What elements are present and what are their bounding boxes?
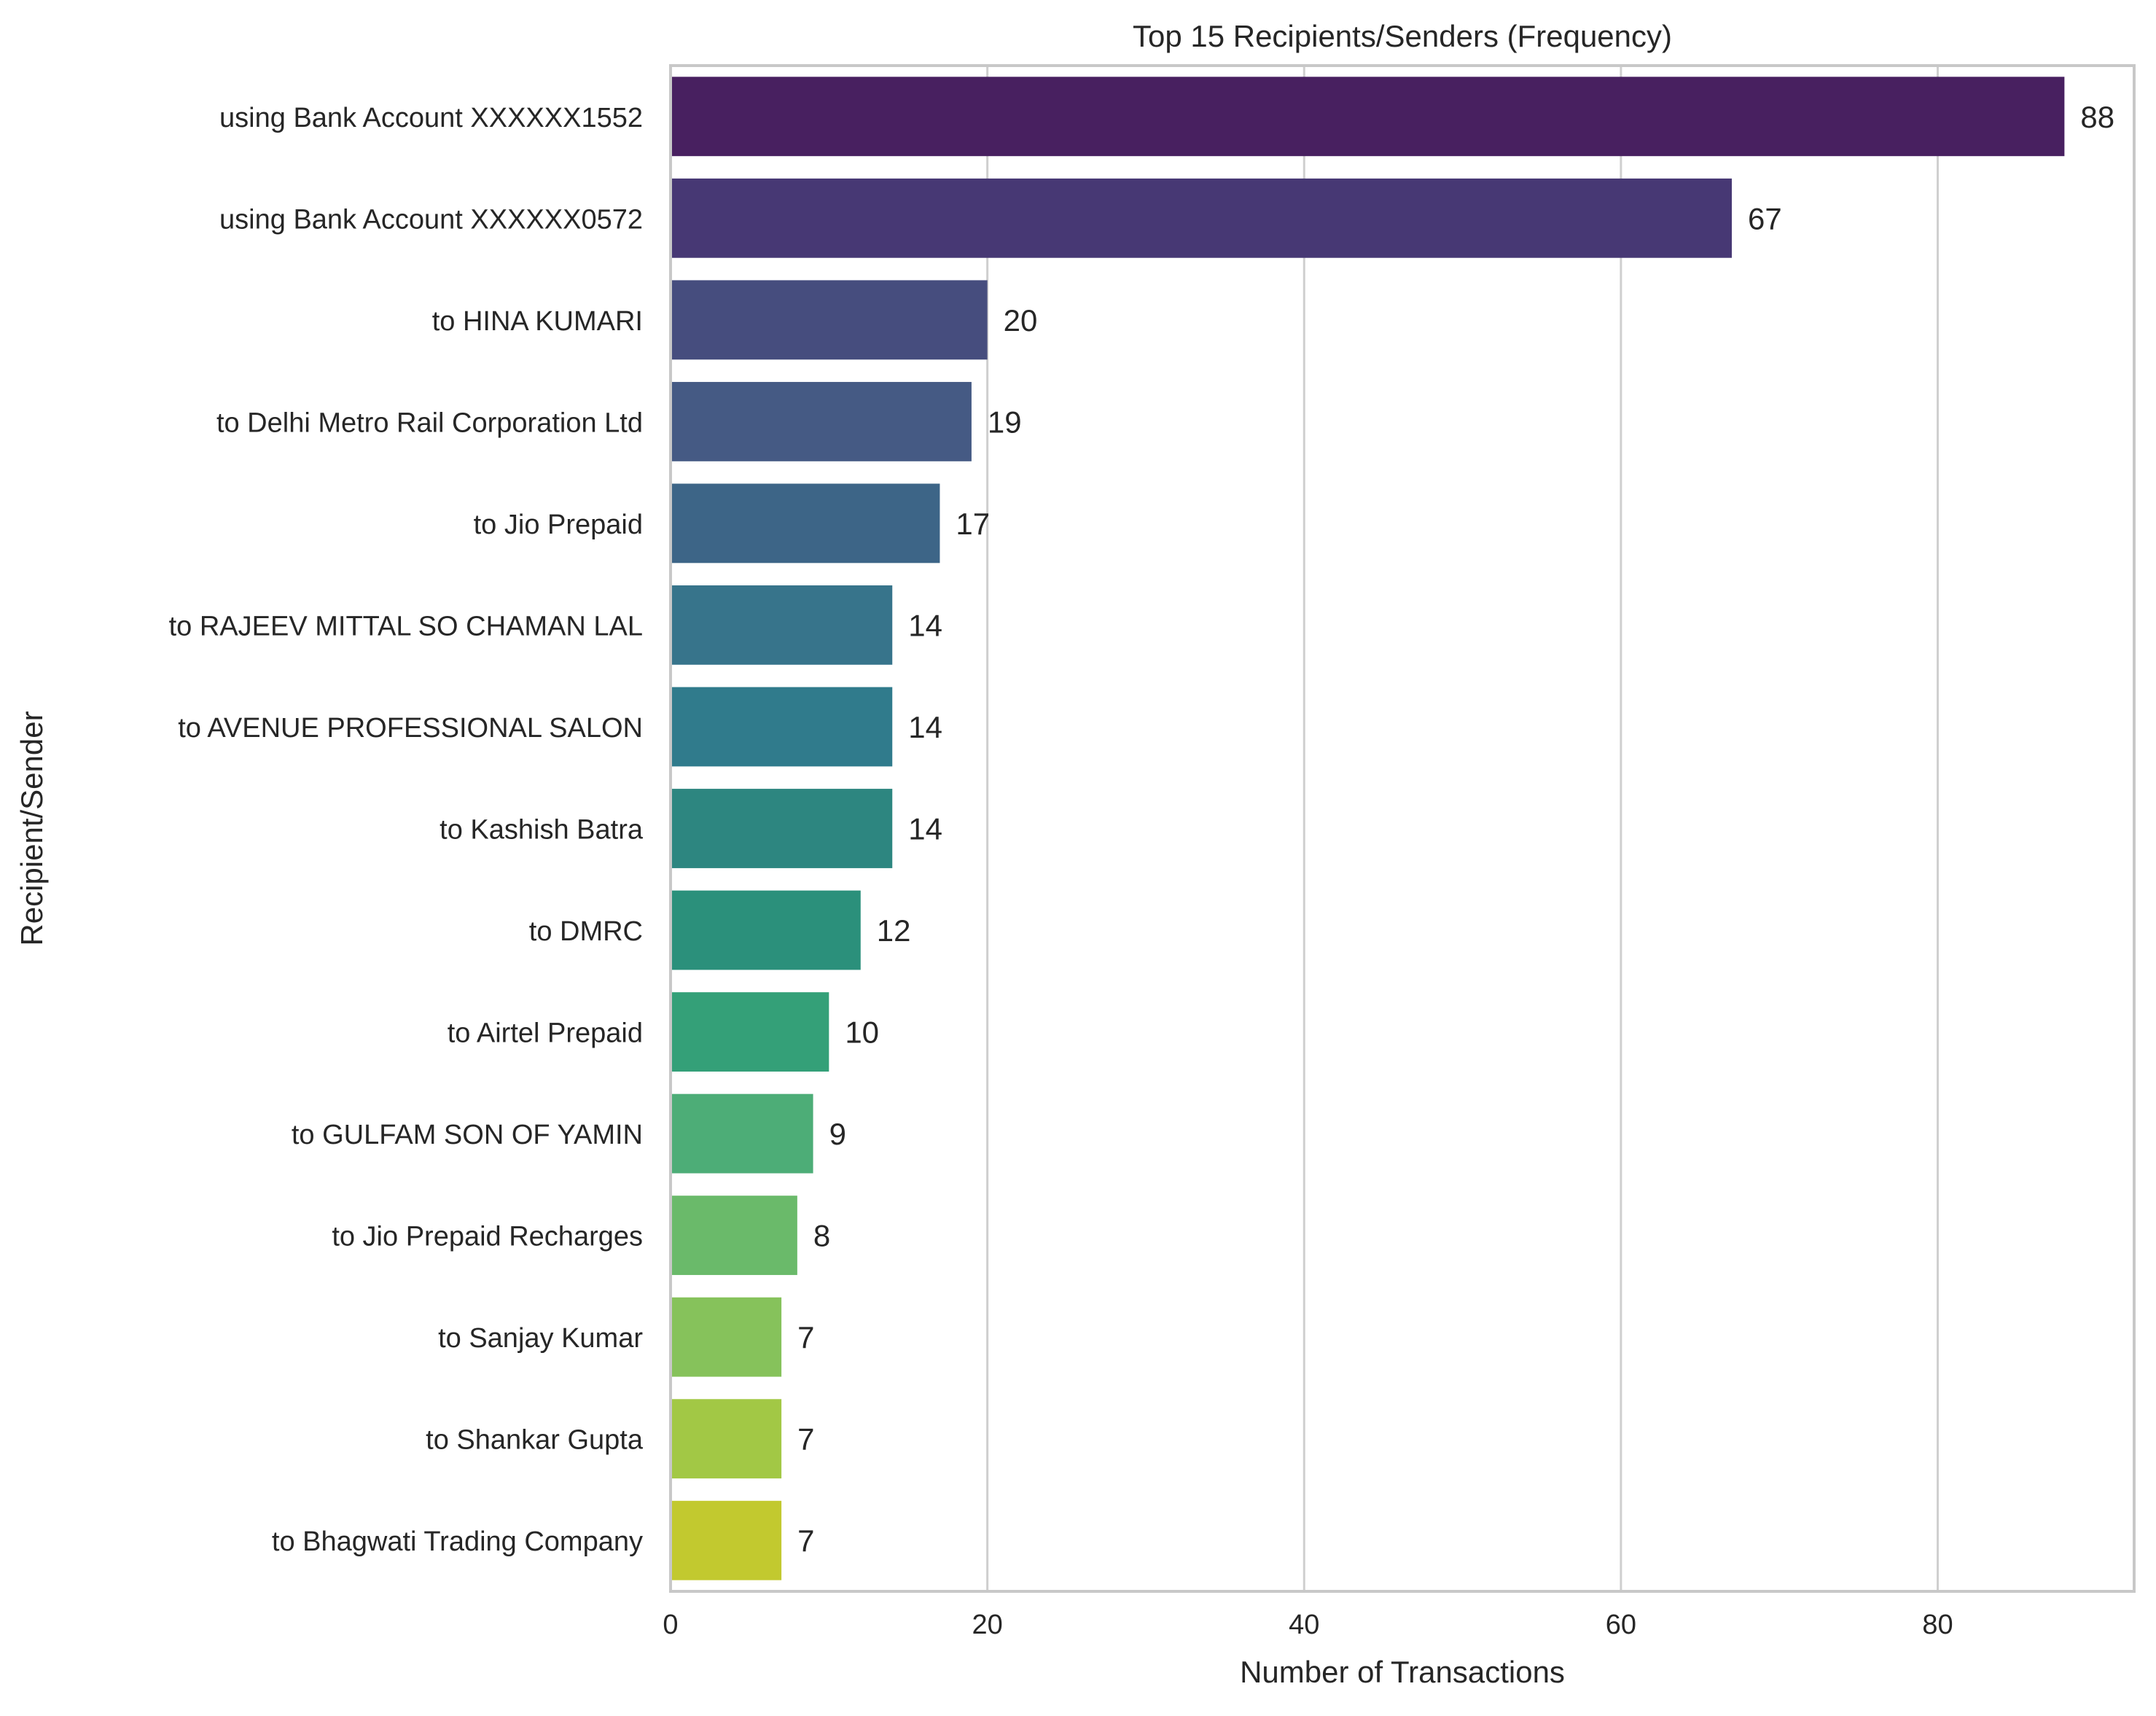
bar [671,178,1733,258]
y-tick-label: to HINA KUMARI [432,306,643,337]
x-tick-label: 40 [1289,1610,1319,1640]
bar [671,381,972,461]
bar [671,1399,782,1479]
y-tick-label: using Bank Account XXXXXX1552 [219,103,643,133]
bar [671,890,861,970]
bar [671,1196,797,1276]
y-axis-label: Recipient/Sender [15,711,49,945]
y-tick-label: to Jio Prepaid [474,510,643,540]
bar [671,992,829,1072]
bar [671,789,893,868]
bar-value-label: 20 [1004,303,1038,338]
x-tick-label: 0 [663,1610,678,1640]
y-tick-label: to AVENUE PROFESSIONAL SALON [178,713,643,744]
y-tick-label: to DMRC [529,916,643,947]
chart-title: Top 15 Recipients/Senders (Frequency) [1133,19,1672,53]
bar [671,1500,782,1580]
bar-value-label: 7 [797,1320,814,1354]
bar-value-label: 10 [845,1015,879,1050]
bars-layer [671,77,2065,1580]
bar-value-label: 14 [908,710,942,744]
bar [671,280,988,360]
bar-value-label: 7 [797,1422,814,1456]
bar [671,585,893,665]
x-tick-label: 20 [972,1610,1002,1640]
bar-value-label: 7 [797,1524,814,1558]
y-tick-label: to GULFAM SON OF YAMIN [292,1120,643,1150]
ticks-layer: 0 20 40 60 80 using Bank Account XXXXXX1552 us… [169,103,1953,1640]
x-tick-label: 60 [1606,1610,1636,1640]
y-tick-label: using Bank Account XXXXXX0572 [219,204,643,235]
bar-value-label: 8 [813,1219,830,1253]
bar [671,687,893,767]
bar [671,1297,782,1377]
bar-value-label: 19 [988,405,1022,439]
bar-value-label: 9 [829,1117,846,1151]
y-tick-label: to RAJEEV MITTAL SO CHAMAN LAL [169,611,643,641]
plot-frame [669,64,2136,1593]
y-tick-label: to Shankar Gupta [426,1425,644,1456]
bar-value-label: 67 [1748,201,1782,235]
bar-value-label: 14 [908,608,942,642]
x-tick-label: 80 [1922,1610,1953,1640]
bar [671,483,940,563]
y-tick-label: to Airtel Prepaid [448,1018,643,1049]
y-tick-label: to Kashish Batra [440,815,644,846]
labels-layer: 88 67 20 19 17 14 14 14 12 10 9 8 7 7 7 [797,100,2114,1558]
x-axis-label: Number of Transactions [1240,1655,1565,1689]
bar-value-label: 17 [956,507,990,541]
y-tick-label: to Sanjay Kumar [438,1323,643,1354]
bar [671,1093,813,1174]
bar-value-label: 14 [908,812,942,846]
bar [671,77,2065,157]
bar-value-label: 12 [877,913,911,948]
y-tick-label: to Delhi Metro Rail Corporation Ltd [216,407,643,438]
y-tick-label: to Jio Prepaid Recharges [332,1222,643,1252]
bar-value-label: 88 [2080,100,2114,134]
y-tick-label: to Bhagwati Trading Company [272,1526,643,1557]
